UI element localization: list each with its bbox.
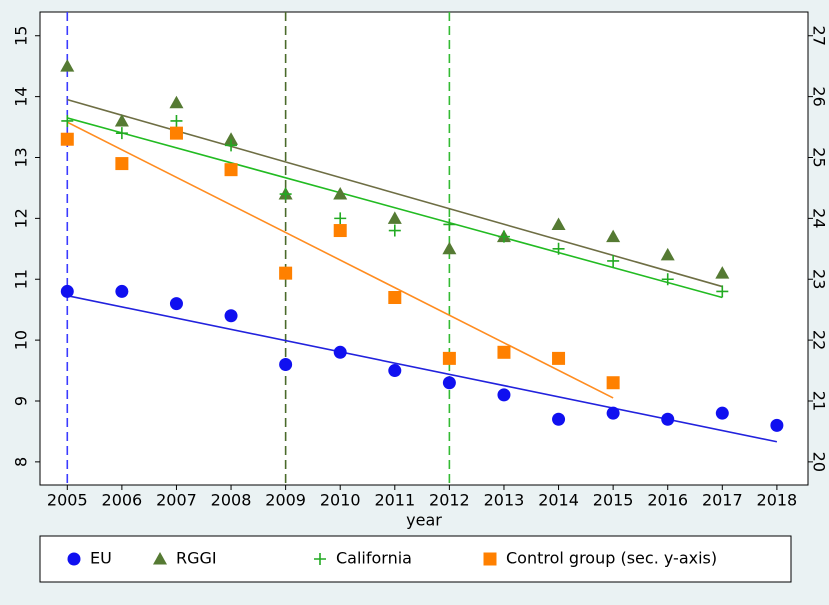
y-tick-label: 13 [12,147,31,167]
point [333,345,347,359]
point [224,309,238,323]
y2-tick-label: 24 [810,208,829,228]
point [169,126,183,140]
y-tick-label: 10 [12,330,31,350]
x-tick-label: 2010 [320,491,361,510]
x-tick-label: 2005 [47,491,88,510]
point [661,273,674,286]
point [61,114,74,127]
y2-tick-label: 23 [810,269,829,289]
y2-tick-label: 25 [810,147,829,167]
y2-tick-label: 22 [810,330,829,350]
legend [39,535,792,583]
point [279,266,293,280]
point [279,357,293,371]
x-tick-label: 2009 [265,491,306,510]
point [388,224,401,237]
legend-marker [153,552,167,565]
point [387,211,402,224]
y-tick-label: 15 [12,26,31,46]
point [442,351,456,365]
point [660,247,675,261]
fit-line [66,121,614,399]
point [497,230,510,243]
point [114,113,129,127]
point [224,132,239,145]
point [497,345,511,359]
point [552,412,566,426]
point [606,376,620,390]
point [169,95,184,109]
legend-label: Control group (sec. y-axis) [506,549,717,568]
point [715,266,730,279]
point [115,157,129,171]
x-tick-label: 2012 [429,491,470,510]
legend-marker [314,553,326,565]
point [552,242,565,255]
y-tick-label: 14 [12,86,31,106]
point [279,188,292,201]
plot-area [39,11,809,486]
x-tick-label: 2015 [593,491,634,510]
legend-label: RGGI [176,549,217,568]
point [442,376,456,390]
x-tick-label: 2017 [702,491,743,510]
point [60,132,74,146]
y-tick-label: 9 [12,396,31,406]
fit-line [67,117,723,299]
x-tick-label: 2006 [102,491,143,510]
x-tick-label: 2014 [538,491,579,510]
point [334,212,347,225]
y2-tick-label: 27 [810,26,829,46]
legend-marker [67,552,81,566]
point [443,218,456,231]
point [607,254,620,267]
point [333,224,347,238]
x-tick-label: 2008 [211,491,252,510]
point [115,127,128,140]
y-tick-label: 12 [12,208,31,228]
legend-label: EU [90,549,112,568]
point [60,284,74,298]
x-tick-label: 2018 [757,491,798,510]
point [661,412,675,426]
point [115,284,129,298]
y-tick-label: 11 [12,269,31,289]
point [551,217,566,230]
point [552,351,566,365]
point [715,406,729,420]
point [388,291,402,305]
point [224,163,238,177]
point [388,364,402,378]
x-tick-label: 2007 [156,491,197,510]
y2-tick-label: 21 [810,391,829,411]
point [60,59,75,72]
y2-tick-label: 20 [810,452,829,472]
point [497,388,511,402]
x-axis-label: year [406,511,442,530]
x-tick-label: 2013 [484,491,525,510]
point [770,418,784,432]
point [333,187,348,200]
y-tick-label: 8 [12,457,31,467]
x-tick-label: 2011 [374,491,415,510]
fit-line [67,294,778,443]
point [169,297,183,311]
point [442,241,457,255]
y2-tick-label: 26 [810,86,829,106]
legend-marker [483,552,497,566]
point [716,285,729,298]
legend-label: California [336,549,412,568]
x-tick-label: 2016 [647,491,688,510]
point [225,139,238,152]
point [606,229,621,243]
point [170,114,183,127]
point [606,406,620,420]
